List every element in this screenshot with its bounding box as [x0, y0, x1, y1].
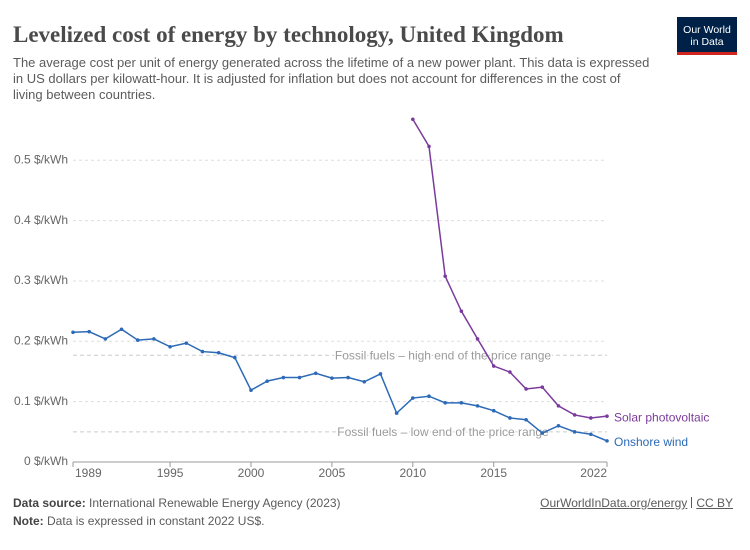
point	[475, 404, 480, 408]
point	[540, 385, 545, 389]
chart-title: Levelized cost of energy by technology, …	[13, 22, 564, 47]
reference-label: Fossil fuels – low end of the price rang…	[337, 425, 549, 439]
point	[200, 349, 205, 354]
point	[411, 396, 415, 400]
point	[87, 329, 91, 334]
point	[443, 401, 447, 405]
point	[427, 144, 431, 149]
point	[508, 370, 512, 374]
note: Note: Data is expressed in constant 2022…	[13, 514, 264, 528]
point	[297, 375, 302, 380]
x-tick-label: 2015	[480, 466, 507, 480]
point	[556, 423, 561, 428]
point	[184, 341, 189, 345]
point	[135, 338, 140, 342]
logo[interactable]: Our World in Data	[677, 17, 737, 55]
separator	[691, 497, 693, 508]
point	[216, 350, 221, 355]
y-tick-label: 0.5 $/kWh	[14, 152, 68, 166]
point	[394, 411, 399, 415]
note-text: Data is expressed in constant 2022 US$.	[47, 514, 265, 528]
point	[540, 431, 545, 435]
logo-text: Our World	[683, 24, 731, 36]
point	[249, 388, 253, 392]
point	[281, 375, 286, 380]
point	[427, 394, 431, 399]
x-tick-label: 2000	[238, 466, 265, 480]
x-tick-label: 1989	[75, 466, 102, 480]
point	[572, 430, 577, 434]
point	[152, 337, 156, 341]
link[interactable]: CC BY	[696, 496, 733, 510]
point	[589, 432, 593, 437]
point	[524, 417, 528, 422]
point	[313, 371, 318, 376]
x-tick-label: 1995	[157, 466, 184, 480]
point	[443, 274, 447, 278]
point	[605, 439, 609, 443]
point	[71, 330, 75, 335]
point	[556, 404, 561, 408]
y-tick-label: 0.1 $/kWh	[14, 394, 68, 408]
point	[589, 416, 593, 420]
series-line	[72, 328, 608, 442]
x-tick-label: 2022	[580, 466, 607, 480]
point	[572, 413, 577, 417]
point	[491, 364, 496, 368]
source-label: Data source:	[13, 496, 86, 510]
y-tick-label: 0.3 $/kWh	[14, 273, 68, 287]
point	[508, 416, 512, 420]
source-text: International Renewable Energy Agency (2…	[89, 496, 341, 510]
point	[459, 401, 464, 405]
point	[605, 414, 609, 418]
point	[378, 372, 383, 376]
point	[119, 327, 124, 332]
point	[411, 117, 415, 122]
point	[475, 337, 480, 341]
point	[330, 376, 334, 380]
link[interactable]: OurWorldInData.org/energy	[540, 496, 688, 510]
x-tick-label: 2010	[399, 466, 426, 480]
chart-subtitle: The average cost per unit of energy gene…	[13, 55, 650, 102]
series-label: Solar photovoltaic	[614, 410, 709, 424]
point	[103, 337, 108, 341]
series-label: Onshore wind	[614, 435, 688, 449]
logo-text: in Data	[690, 36, 724, 48]
point	[168, 344, 172, 349]
reference-label: Fossil fuels – high end of the price ran…	[335, 348, 551, 362]
note-label: Note:	[13, 514, 44, 528]
links: OurWorldInData.org/energy CC BY	[540, 496, 733, 510]
point	[362, 379, 367, 384]
y-tick-label: 0.2 $/kWh	[14, 333, 68, 347]
source: Data source: International Renewable Ene…	[13, 496, 341, 510]
point	[346, 375, 350, 380]
point	[459, 309, 464, 313]
x-tick-label: 2005	[319, 466, 346, 480]
point	[265, 379, 269, 383]
y-tick-label: 0 $/kWh	[24, 454, 68, 468]
point	[491, 408, 496, 413]
point	[524, 387, 528, 391]
y-tick-label: 0.4 $/kWh	[14, 213, 68, 227]
point	[233, 355, 237, 360]
